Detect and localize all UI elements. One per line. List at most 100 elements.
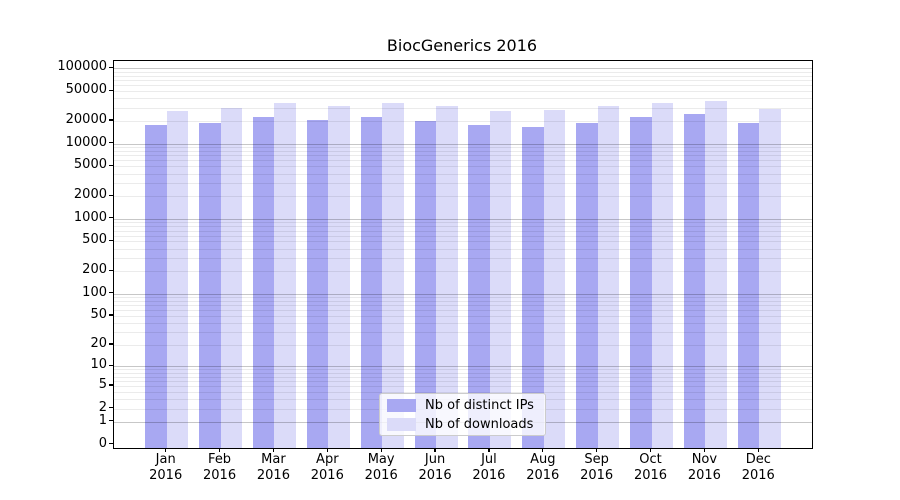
ytick-mark-500 [109,239,113,242]
xtick-mark-jul [488,448,490,453]
bar-distinct-ips-apr [306,119,329,448]
legend-row-distinct-ips: Nb of distinct IPs [387,397,545,413]
bar-distinct-ips-mar [252,117,275,448]
xtick-label-feb: Feb 2016 [203,452,236,483]
ytick-mark-20000 [109,119,113,121]
ytick-mark-0 [109,442,113,445]
xtick-year: 2016 [418,467,452,483]
xtick-month: May [367,452,395,467]
xtick-mark-sep [596,448,598,453]
xtick-mark-feb [218,448,221,453]
ytick-mark-10000 [109,142,113,144]
ytick-mark-100 [109,292,113,294]
xtick-year: 2016 [364,467,398,483]
ytick-mark-1 [109,420,113,422]
xtick-label-jul: Jul 2016 [472,452,505,483]
ytick-mark-100000 [109,66,113,69]
ytick-mark-50000 [109,89,113,91]
xtick-mark-oct [649,448,652,453]
ytick-label-2000: 2000 [73,187,107,203]
xtick-label-jun: Jun 2016 [419,452,452,483]
ytick-label-50000: 50000 [65,82,107,98]
xtick-mark-may [380,448,382,453]
bar-downloads-nov [705,100,727,448]
xtick-label-mar: Mar 2016 [257,452,290,483]
xtick-year: 2016 [741,467,775,483]
ytick-mark-1000 [109,217,113,219]
legend: Nb of distinct IPs Nb of downloads [379,393,546,436]
ytick-label-20000: 20000 [65,112,107,128]
ytick-label-100: 100 [82,284,107,300]
bar-downloads-apr [328,106,350,448]
gridline-70000 [114,80,812,82]
ytick-label-1000: 1000 [73,209,107,225]
gridline-40000 [114,98,812,100]
ytick-mark-10 [109,364,113,366]
xtick-year: 2016 [203,467,237,483]
xtick-month: Oct [639,452,662,467]
legend-swatch-downloads [387,417,416,431]
chart-title: BiocGenerics 2016 [386,36,538,55]
xtick-month: Sep [584,452,609,467]
xtick-label-dec: Dec 2016 [742,452,775,483]
ytick-label-500: 500 [82,232,107,248]
ytick-label-2: 2 [98,399,107,415]
ytick-mark-200 [109,269,113,271]
bar-distinct-ips-sep [576,122,598,448]
xtick-mark-apr [326,448,328,453]
ytick-label-10000: 10000 [65,134,107,150]
bar-distinct-ips-feb [199,122,221,448]
xtick-label-may: May 2016 [365,452,398,483]
legend-label-distinct-ips: Nb of distinct IPs [425,397,534,413]
xtick-month: Dec [745,452,771,467]
xtick-year: 2016 [580,467,614,483]
xtick-mark-jun [434,448,436,453]
xtick-year: 2016 [687,467,721,483]
xtick-mark-nov [703,448,705,453]
ytick-mark-2000 [109,194,113,196]
xtick-label-jan: Jan 2016 [149,452,182,483]
ytick-label-0: 0 [98,435,107,451]
xtick-year: 2016 [633,467,668,483]
xtick-month: Jan [155,452,176,467]
xtick-month: Mar [261,452,286,467]
bar-downloads-mar [274,103,296,448]
xtick-mark-jan [165,448,167,453]
ytick-label-100000: 100000 [57,59,107,75]
bar-downloads-jul [489,110,512,448]
gridline-50000 [114,91,812,93]
bar-distinct-ips-jul [468,125,490,448]
legend-label-downloads: Nb of downloads [425,416,534,432]
plot-area [113,60,813,449]
xtick-year: 2016 [149,467,183,483]
xtick-month: Nov [691,452,718,467]
gridline-80000 [114,75,812,77]
bar-distinct-ips-jun [414,121,437,448]
bar-downloads-oct [651,103,674,448]
bar-distinct-ips-jan [145,125,167,448]
xtick-year: 2016 [526,467,560,483]
xtick-mark-aug [542,448,544,453]
legend-row-downloads: Nb of downloads [387,416,545,432]
bar-downloads-jun [436,106,458,448]
xtick-label-nov: Nov 2016 [688,452,721,483]
gridline-100000 [114,68,812,70]
xtick-year: 2016 [472,467,506,483]
gridline-60000 [114,85,812,87]
ytick-label-10: 10 [90,357,107,373]
xtick-label-sep: Sep 2016 [580,452,613,483]
xtick-month: Jul [481,452,497,467]
xtick-label-apr: Apr 2016 [311,452,344,483]
ytick-mark-5000 [109,164,113,166]
legend-swatch-distinct-ips [387,398,416,412]
xtick-label-aug: Aug 2016 [526,452,559,483]
xtick-month: Feb [208,452,232,467]
ytick-label-5: 5 [98,376,107,392]
ytick-label-50: 50 [90,307,107,323]
bar-distinct-ips-nov [683,114,706,448]
bar-downloads-jan [166,110,189,448]
ytick-mark-5 [109,384,113,386]
xtick-mark-dec [757,448,759,453]
xtick-mark-mar [272,448,275,453]
ytick-mark-20 [109,343,113,345]
